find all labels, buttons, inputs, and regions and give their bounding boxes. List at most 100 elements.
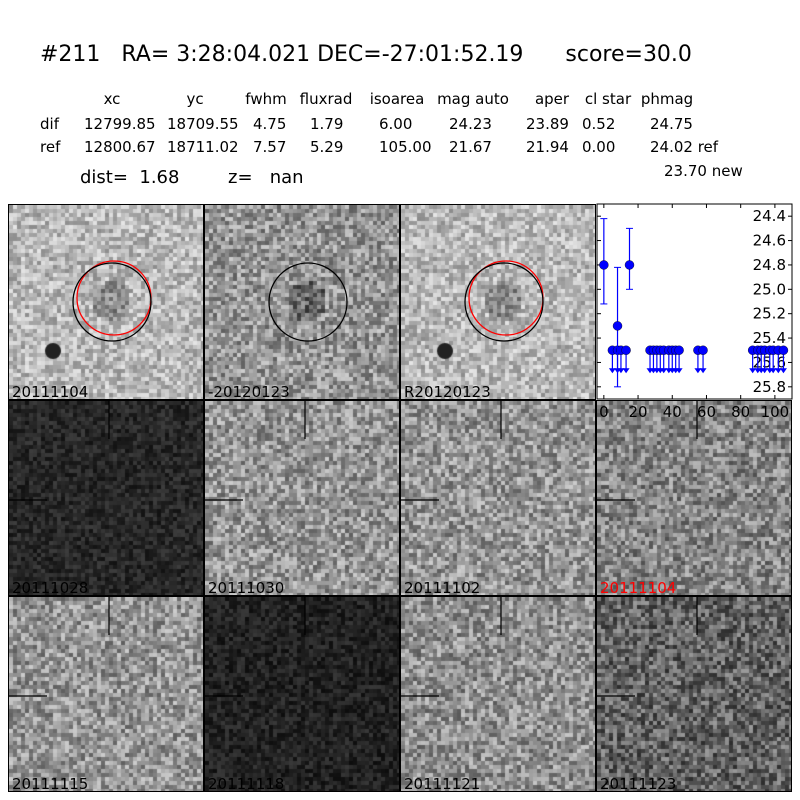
y-tick-label: 24.6 [753,232,786,250]
z-value: z= nan [228,167,304,188]
detection-point [624,260,635,270]
new-mag: 23.70 new [664,162,743,180]
stamp-date-label: 20111118 [208,775,285,792]
cell-value: 105.00 [379,138,432,156]
y-tick-label: 25.8 [753,378,786,396]
stamp-image [205,401,399,595]
cell-value: 12799.85 [84,115,156,133]
cell-value: 21.67 [449,138,492,156]
stamp-image [597,401,791,595]
x-tick-label: 40 [663,403,682,421]
cell-value: 5.29 [310,138,344,156]
image-stamp: 20111030 [204,400,400,596]
black-aperture-circle [464,262,544,342]
upper-limit-arrowhead [622,368,630,374]
candidate-title: #211 RA= 3:28:04.021 DEC=-27:01:52.19 sc… [40,42,692,67]
stamp-date-label: 20111121 [404,775,481,792]
upper-limit-arrowhead [749,368,757,374]
image-stamp: 20111028 [8,400,204,596]
cell-value: 0.52 [582,115,616,133]
row-label: dif [40,115,59,133]
stamp-date-label: 20111104 [12,383,89,400]
red-aperture-circle [76,260,152,336]
image-stamp: 20111123 [596,596,792,792]
image-stamp: 20111104 [8,204,204,400]
image-stamp: 20111121 [400,596,596,792]
cell-value: 4.75 [253,115,287,133]
x-tick-label: 0 [599,403,609,421]
cell-value: 18709.55 [167,115,239,133]
y-tick-label: 25.0 [753,280,786,298]
stamp-image [205,597,399,791]
y-tick-label: 24.8 [753,256,786,274]
black-aperture-circle [268,262,348,342]
stamp-date-label: 20111030 [208,579,285,596]
stamp-image [9,401,203,595]
column-header: xc [103,90,121,108]
image-stamp: 20111102 [400,400,596,596]
cell-value: 24.75 [650,115,693,133]
upper-limit-point [778,345,789,355]
cell-value: 24.02 ref [650,138,719,156]
y-tick-label: 25.4 [753,329,786,347]
upper-limit-arrowhead [608,368,616,374]
x-tick-label: 60 [697,403,716,421]
upper-limit-arrowhead [617,368,625,374]
y-tick-label: 24.4 [753,207,786,225]
column-header: cl star [584,90,632,108]
upper-limit-arrowhead [769,368,777,374]
cell-value: 12800.67 [84,138,156,156]
stamp-date-label: 20111115 [12,775,89,792]
x-tick-label: 80 [731,403,750,421]
x-tick-label: 20 [629,403,648,421]
stamp-date-label: 20111102 [404,579,481,596]
stamp-image [205,205,399,399]
y-tick-label: 25.2 [753,305,786,323]
image-stamp: 20111104 [596,400,792,596]
stamp-image [401,205,595,399]
stamp-date-label: 20111028 [12,579,89,596]
upper-limit-arrowhead [675,368,683,374]
image-stamp: 20111118 [204,596,400,792]
upper-limit-arrowhead [699,368,707,374]
black-aperture-circle [72,262,152,342]
upper-limit-arrowhead [660,368,668,374]
image-stamp: -20120123 [204,204,400,400]
cell-value: 24.23 [449,115,492,133]
stamp-image [401,401,595,595]
cell-value: 6.00 [379,115,413,133]
upper-limit-arrowhead [774,368,782,374]
upper-limit-arrowhead [761,368,769,374]
red-aperture-circle [468,260,544,336]
cell-value: 1.79 [310,115,344,133]
stamp-date-label: 20111123 [600,775,677,792]
stamp-date-label: 20111104 [600,579,677,596]
upper-limit-arrowhead [694,368,702,374]
detection-point [612,321,623,331]
cell-value: 0.00 [582,138,616,156]
upper-limit-point [674,345,684,355]
dist-value: dist= 1.68 [80,167,180,188]
row-label: ref [40,138,61,156]
column-header: fwhm [245,90,287,108]
detection-point [599,260,609,270]
stamp-date-label: -20120123 [208,383,290,400]
cell-value: 23.89 [526,115,569,133]
x-tick-label: 100 [761,403,790,421]
column-header: yc [186,90,204,108]
light-curve-chart: 24.424.624.825.025.225.425.625.80 20 40 60 8… [596,203,793,421]
upper-limit-arrowhead [779,368,787,374]
cell-value: 21.94 [526,138,569,156]
column-header: isoarea [369,90,425,108]
column-header: phmag [640,90,694,108]
image-stamp: 20111115 [8,596,204,792]
column-header: fluxrad [299,90,353,108]
column-header: aper [534,90,570,108]
stamp-date-label: R20120123 [404,383,491,400]
stamp-image [9,597,203,791]
cell-value: 7.57 [253,138,287,156]
cell-value: 18711.02 [167,138,239,156]
stamp-image [401,597,595,791]
upper-limit-point [621,345,631,355]
upper-limit-point [698,345,708,355]
